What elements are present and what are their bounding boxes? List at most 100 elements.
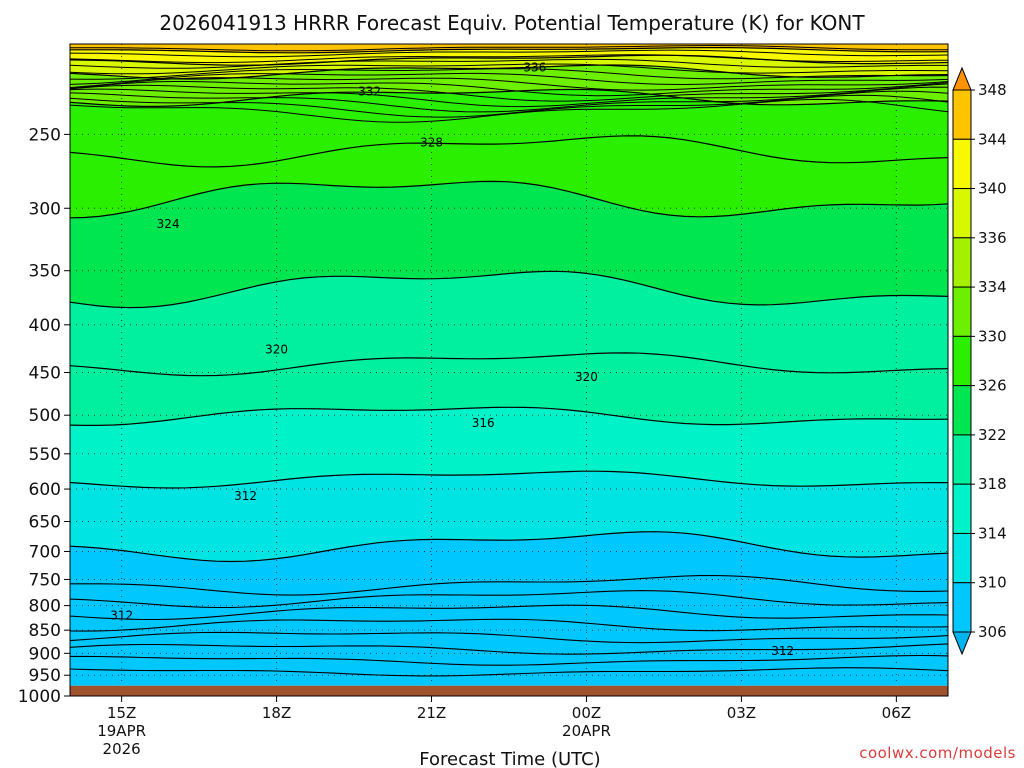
y-axis: 250 300 350 400 450 500 550 600 650 700 750 800 850 9… [18, 125, 70, 707]
colorbar-segment [952, 237, 972, 288]
y-tick-label: 500 [29, 406, 61, 426]
colorbar-label: 306 [978, 623, 1007, 641]
colorbar-segment [952, 532, 972, 584]
y-tick-label: 850 [29, 621, 61, 641]
contour-line [69, 54, 949, 66]
contour-label: 324 [157, 217, 180, 231]
theta-e-band [70, 531, 948, 686]
colorbar-segment [952, 89, 972, 140]
theta-e-band [70, 65, 948, 107]
contour-line [70, 654, 949, 666]
colorbar-label: 348 [978, 81, 1007, 99]
contour-label: 312 [771, 644, 794, 658]
contour-line [69, 77, 949, 91]
colorbar-label: 314 [978, 524, 1007, 542]
contour-line [69, 604, 949, 621]
plot-area: 336 332 328 324 320 320 316 312 312 312 [69, 43, 949, 697]
contour-line [69, 90, 949, 113]
contour-line [69, 49, 949, 58]
grid-lines [70, 44, 948, 697]
y-tick-label: 250 [29, 125, 61, 145]
y-tick-label: 750 [29, 570, 61, 590]
colorbar-segment [952, 582, 972, 633]
contour-line [69, 406, 949, 426]
contour-line [70, 44, 949, 52]
colorbar-segment [952, 188, 972, 239]
contour-line [69, 63, 949, 75]
colorbar-extend-bottom [952, 631, 972, 656]
y-tick-label: 600 [29, 480, 61, 500]
x-tick-label: 15Z [107, 704, 136, 722]
colorbar-extend-top [952, 66, 972, 91]
colorbar-segment [952, 483, 972, 534]
theta-e-band [70, 352, 948, 426]
colorbar: 348 344 340 336 334 330 326 322 318 314 310 306 [952, 66, 1007, 656]
x-tick-label: 03Z [727, 704, 756, 722]
y-tick-label: 700 [29, 543, 61, 563]
contour-lines [69, 44, 949, 677]
colorbar-segment [952, 286, 972, 337]
colorbar-segment [952, 138, 972, 190]
contour-line [69, 470, 948, 489]
colorbar-label: 326 [978, 377, 1007, 395]
contour-line [69, 352, 949, 377]
colorbar-label: 334 [978, 278, 1007, 296]
colorbar-segment [952, 335, 972, 387]
y-tick-label: 550 [29, 445, 61, 465]
colorbar-label: 344 [978, 130, 1007, 148]
theta-e-band [70, 407, 948, 488]
x-tick-year: 2026 [103, 740, 141, 758]
contour-line [69, 86, 949, 108]
contour-line [69, 643, 949, 655]
contour-line [69, 618, 949, 632]
x-tick-label: 00Z [572, 704, 601, 722]
theta-e-band [70, 181, 948, 308]
colorbar-segment [952, 434, 972, 485]
contour-labels: 336 332 328 324 320 320 316 312 312 312 [110, 61, 794, 658]
colorbar-label: 330 [978, 327, 1007, 345]
colorbar-label: 322 [978, 426, 1007, 444]
contour-label: 320 [575, 370, 598, 384]
colorbar-label: 310 [978, 574, 1007, 592]
contour-line [69, 135, 949, 168]
contour-line [69, 631, 949, 644]
contour-line [69, 72, 949, 86]
contour-line [69, 81, 949, 97]
contour-line [69, 270, 949, 309]
theta-e-band [70, 135, 948, 218]
chart-title: 2026041913 HRRR Forecast Equiv. Potentia… [159, 11, 865, 35]
x-tick-label: 21Z [417, 704, 446, 722]
contour-line [69, 54, 949, 64]
theta-e-band [70, 271, 948, 376]
contour-line [70, 47, 949, 54]
x-tick-label: 18Z [262, 704, 291, 722]
contour-line [69, 180, 949, 219]
y-tick-label: 900 [29, 644, 61, 664]
x-tick-date: 20APR [562, 722, 611, 740]
y-tick-label: 1000 [18, 687, 61, 707]
y-tick-label: 400 [29, 316, 61, 336]
x-tick-date: 19APR [97, 722, 146, 740]
x-axis-title: Forecast Time (UTC) [419, 749, 600, 768]
colorbar-label: 318 [978, 475, 1007, 493]
contour-label: 332 [358, 85, 381, 99]
theta-e-bands [70, 44, 948, 686]
contour-label: 312 [110, 609, 133, 623]
colorbar-label: 336 [978, 229, 1007, 247]
contour-label: 336 [523, 61, 546, 75]
y-tick-label: 350 [29, 262, 61, 282]
contour-line [70, 574, 949, 596]
y-tick-label: 450 [29, 364, 61, 384]
x-tick-label: 06Z [882, 704, 911, 722]
contour-line [69, 58, 948, 69]
contour-line [69, 531, 949, 563]
plot-frame [69, 43, 949, 697]
y-tick-label: 650 [29, 512, 61, 532]
colorbar-segment [952, 385, 972, 436]
contour-label: 320 [265, 342, 288, 356]
watermark: coolwx.com/models [859, 744, 1016, 762]
contour-line [69, 590, 949, 609]
contour-label: 316 [472, 416, 495, 430]
